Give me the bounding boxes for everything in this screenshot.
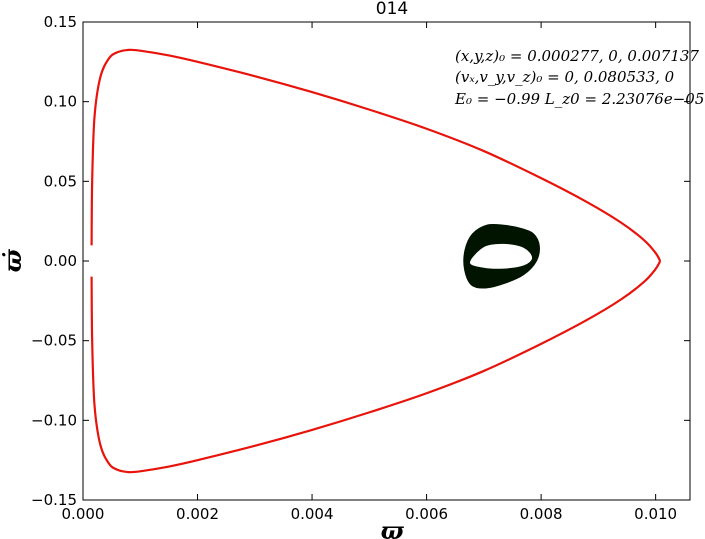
x-tick-label: 0.002 (176, 505, 219, 523)
orbit-curve-lower (90, 260, 662, 474)
x-tick-label: 0.010 (634, 505, 677, 523)
annotation-initial-velocity: (vₓ,v_y,v_z)₀ = 0, 0.080533, 0 (455, 68, 675, 86)
x-tick-label: 0.004 (291, 505, 334, 523)
y-axis-label: ϖ̇ (0, 248, 27, 272)
x-tick-label: 0.000 (62, 505, 105, 523)
y-tick-label: 0.15 (44, 13, 77, 31)
plot-background (83, 22, 690, 500)
orbit-curve-upper (90, 48, 662, 262)
orbit-band (463, 223, 540, 289)
y-tick-label: 0.10 (44, 93, 77, 111)
annotation-initial-position: (x,y,z)₀ = 0.000277, 0, 0.007137 (455, 47, 699, 65)
annotation-box: (x,y,z)₀ = 0.000277, 0, 0.007137 (vₓ,v_y… (454, 47, 704, 108)
y-tick-label: −0.05 (31, 332, 77, 350)
x-tick-label: 0.008 (520, 505, 563, 523)
ticks-layer: 0.000 0.002 0.004 0.006 0.008 0.010 0.15 0.10 0.… (31, 13, 690, 523)
y-tick-label: −0.10 (31, 411, 77, 429)
y-tick-label: −0.15 (31, 491, 77, 509)
annotation-energy-momentum: E₀ = −0.99 L_z0 = 2.23076e−05 (454, 90, 704, 108)
x-tick-label: 0.006 (405, 505, 448, 523)
x-axis-label: ϖ (381, 516, 405, 539)
y-tick-label: 0.00 (44, 252, 77, 270)
y-tick-label: 0.05 (44, 172, 77, 190)
chart-title: 014 (376, 0, 408, 19)
data-layer (90, 48, 662, 474)
